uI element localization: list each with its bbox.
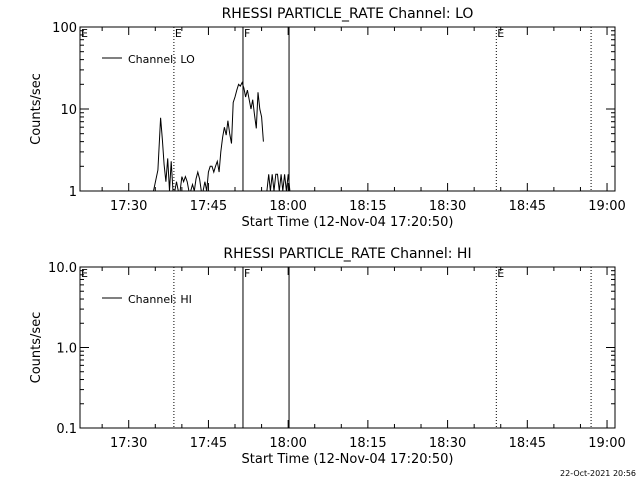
x-tick-label: 18:45 xyxy=(509,436,546,451)
y-tick-label: 0.1 xyxy=(56,422,77,437)
panel-hi: RHESSI PARTICLE_RATE Channel: HI Start Ti… xyxy=(29,246,626,467)
x-axis-label: Start Time (12-Nov-04 17:20:50) xyxy=(242,215,454,230)
event-marker-label: F xyxy=(244,27,250,40)
legend-entry: Channel: HI xyxy=(128,293,192,306)
x-tick-label: 18:30 xyxy=(429,199,466,214)
chart-title: RHESSI PARTICLE_RATE Channel: LO xyxy=(222,6,474,22)
plot-frame xyxy=(79,26,616,192)
x-tick-label: 18:00 xyxy=(269,199,306,214)
x-tick-label: 18:30 xyxy=(429,436,466,451)
event-marker-label: F xyxy=(244,267,250,280)
x-tick-label: 18:15 xyxy=(349,199,386,214)
panel-lo: RHESSI PARTICLE_RATE Channel: LO Start Ti… xyxy=(29,6,626,230)
y-tick-label: 10 xyxy=(60,103,77,118)
x-tick-label: 17:30 xyxy=(110,436,147,451)
x-axis-label: Start Time (12-Nov-04 17:20:50) xyxy=(242,452,454,467)
x-tick-label: 19:00 xyxy=(588,436,625,451)
x-tick-label: 19:00 xyxy=(588,199,625,214)
x-tick-label: 17:45 xyxy=(190,199,227,214)
y-tick-label: 1 xyxy=(69,185,77,200)
legend-entry: Channel: LO xyxy=(128,53,195,66)
event-marker-label: E xyxy=(497,27,504,40)
event-marker-label: E xyxy=(497,267,504,280)
series-line xyxy=(153,81,264,192)
x-tick-label: 18:45 xyxy=(509,199,546,214)
edge-label: E xyxy=(81,267,88,280)
x-tick-label: 18:00 xyxy=(269,436,306,451)
x-tick-label: 17:30 xyxy=(110,199,147,214)
x-tick-label: 18:15 xyxy=(349,436,386,451)
plot-frame xyxy=(79,266,616,429)
y-tick-label: 10.0 xyxy=(48,261,77,276)
x-tick-label: 17:45 xyxy=(190,436,227,451)
y-tick-label: 100 xyxy=(52,21,77,36)
y-tick-label: 1.0 xyxy=(56,342,77,357)
chart-title: RHESSI PARTICLE_RATE Channel: HI xyxy=(223,246,471,262)
y-axis-label: Counts/sec xyxy=(29,312,44,384)
y-axis-label: Counts/sec xyxy=(29,73,44,145)
timestamp-label: 22-Oct-2021 20:56 xyxy=(560,469,636,478)
event-marker-label: E xyxy=(175,27,182,40)
series-line xyxy=(265,173,292,192)
edge-label: E xyxy=(81,27,88,40)
